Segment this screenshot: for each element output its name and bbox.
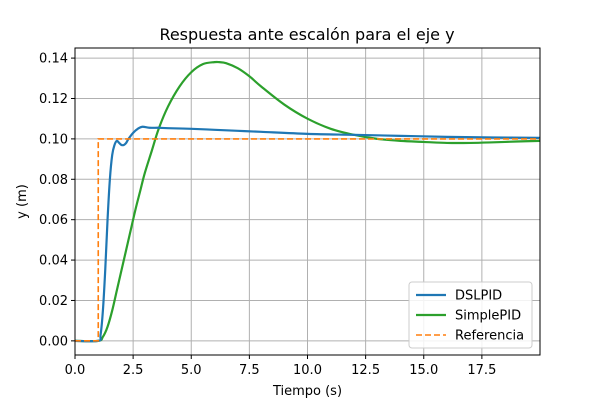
y-tick-label: 0.12: [39, 92, 68, 107]
y-tick-label: 0.14: [39, 52, 68, 67]
series-line-dslpid: [75, 125, 540, 343]
y-tick-label: 0.06: [39, 213, 68, 228]
x-axis-label: Tiempo (s): [272, 384, 342, 399]
y-tick-label: 0.02: [39, 294, 68, 309]
series-layer: [75, 60, 540, 343]
x-tick-label: 15.0: [409, 363, 438, 378]
x-axis-ticks: 0.0 2.5 5.0 7.5 10.0 12.5 15.0 17.5: [65, 355, 496, 378]
y-axis-label: y (m): [15, 184, 30, 219]
y-axis-ticks: 0.00 0.02 0.04 0.06 0.08 0.10 0.12 0.14: [39, 52, 75, 349]
y-tick-label: 0.04: [39, 254, 68, 269]
x-tick-label: 2.5: [123, 363, 144, 378]
legend-entry-label: SimplePID: [455, 309, 521, 324]
x-tick-label: 10.0: [293, 363, 322, 378]
y-tick-label: 0.00: [39, 334, 68, 349]
y-tick-label: 0.08: [39, 173, 68, 188]
legend-entry-label: Referencia: [455, 329, 524, 344]
y-tick-label: 0.10: [39, 132, 68, 147]
legend-entry-label: DSLPID: [455, 289, 502, 304]
legend: DSLPID SimplePID Referencia: [408, 281, 533, 349]
x-tick-label: 5.0: [181, 363, 202, 378]
x-tick-label: 17.5: [467, 363, 496, 378]
series-line-simplepid: [75, 60, 540, 343]
series-line-referencia: [75, 138, 540, 342]
x-tick-label: 12.5: [351, 363, 380, 378]
chart-title: Respuesta ante escalón para el eje y: [159, 25, 454, 44]
legend-box: [408, 281, 533, 349]
x-tick-label: 7.5: [239, 363, 260, 378]
x-tick-label: 0.0: [65, 363, 86, 378]
